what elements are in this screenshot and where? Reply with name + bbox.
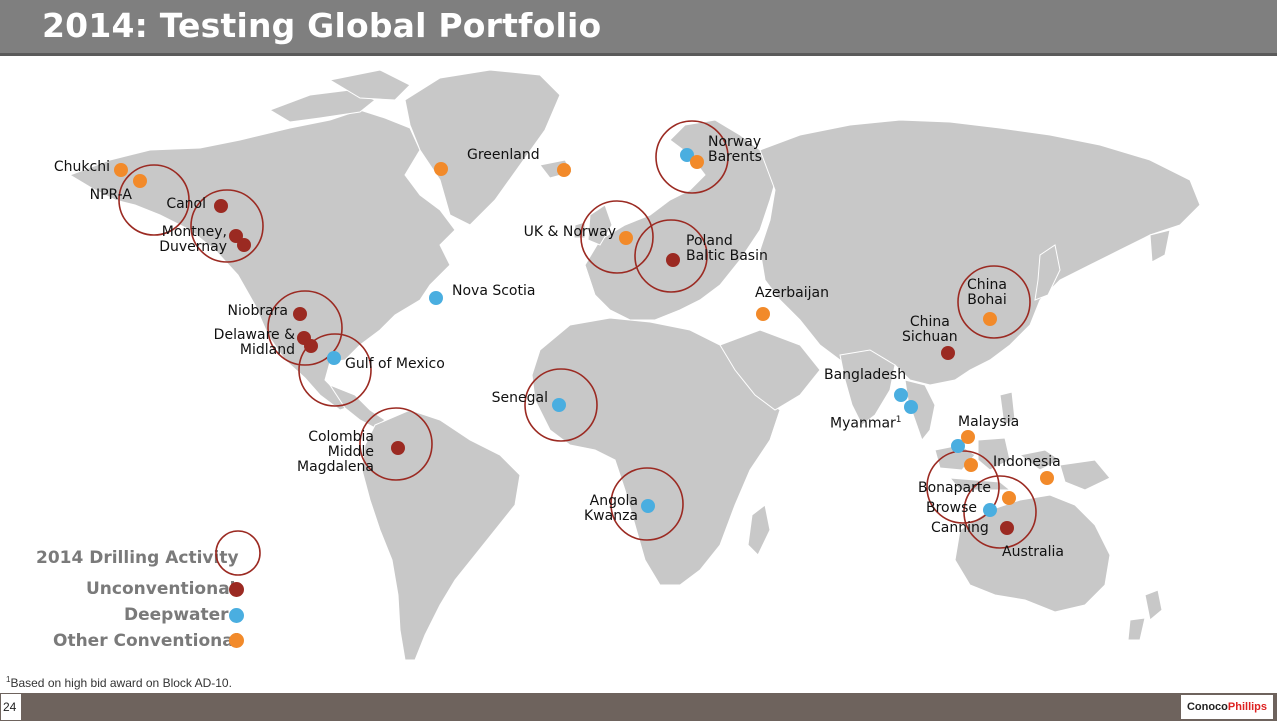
marker-greenland-w [434, 162, 448, 176]
activity-circle-niobrara [267, 290, 343, 366]
label-bangladesh: Bangladesh [824, 367, 907, 383]
activity-circles [118, 120, 1037, 549]
label-indonesia: Indonesia [993, 454, 1061, 470]
legend-deepwater-dot [229, 608, 244, 623]
marker-china-bohai [983, 312, 997, 326]
site-markers [114, 148, 1054, 535]
label-gulf: Gulf of Mexico [345, 356, 445, 372]
activity-circle-alaska [118, 164, 190, 236]
label-canning: Canning [931, 520, 989, 536]
label-poland: Poland Baltic Basin [686, 233, 768, 264]
legend-unconventional-dot [229, 582, 244, 597]
activity-circle-poland [634, 219, 708, 293]
activity-circle-barents [655, 120, 729, 194]
title-bar: 2014: Testing Global Portfolio [0, 0, 1277, 56]
footnote: 1Based on high bid award on Block AD-10. [6, 675, 232, 690]
page-number: 24 [0, 693, 22, 721]
marker-duvernay [237, 238, 251, 252]
africa-landmass [531, 317, 781, 586]
arctic-islands-landmass [268, 89, 376, 123]
world-map [68, 69, 1201, 661]
marker-uk-norway [619, 231, 633, 245]
label-australia: Australia [1002, 544, 1064, 560]
label-senegal: Senegal [491, 390, 548, 406]
label-chukchi: Chukchi [53, 159, 110, 175]
asia-landmass [759, 119, 1201, 386]
logo-text-b: Phillips [1227, 701, 1268, 713]
south-america-landmass [361, 409, 521, 661]
label-myanmar: Myanmar1 [830, 413, 902, 432]
marker-bonaparte [1002, 491, 1016, 505]
marker-myanmar [904, 400, 918, 414]
marker-npra [133, 174, 147, 188]
activity-circle-gulf [298, 333, 372, 407]
label-colombia: Colombia Middle Magdalena [297, 429, 374, 475]
marker-chukchi [114, 163, 128, 177]
legend-other-conventional-label: Other Conventional [53, 631, 240, 651]
marker-bangladesh [894, 388, 908, 402]
marker-montney [229, 229, 243, 243]
marker-midland [304, 339, 318, 353]
footer-bar: 24 ConocoPhillips [0, 693, 1277, 721]
label-npra: NPR-A [89, 187, 132, 203]
label-angola: Angola Kwanza [583, 493, 638, 524]
label-norway-barents: Norway Barents [708, 134, 762, 165]
activity-circle-bonaparte [926, 450, 1000, 524]
activity-circle-uk-norway [580, 200, 654, 274]
marker-niobrara [293, 307, 307, 321]
marker-browse [983, 503, 997, 517]
marker-china-sichuan [941, 346, 955, 360]
footnote-marker: 1 [6, 675, 11, 684]
label-china-bohai: China Bohai [967, 277, 1007, 308]
activity-circle-browse [963, 475, 1037, 549]
footnote-text: Based on high bid award on Block AD-10. [10, 676, 232, 690]
slide-title: 2014: Testing Global Portfolio [42, 6, 602, 45]
label-uk-norway: UK & Norway [523, 224, 616, 240]
australia-landmass [954, 494, 1111, 613]
activity-circle-canada [190, 189, 264, 263]
marker-norway [680, 148, 694, 162]
marker-poland [666, 253, 680, 267]
marker-malaysia [961, 430, 975, 444]
marker-angola [641, 499, 655, 513]
label-myanmar-text: Myanmar [830, 415, 896, 432]
activity-circle-senegal [524, 368, 598, 442]
marker-malaysia-2 [964, 458, 978, 472]
legend-deepwater-label: Deepwater [124, 605, 229, 625]
label-niobrara: Niobrara [227, 303, 288, 319]
legend-unconventional-label: Unconventional [86, 579, 236, 599]
label-bonaparte: Bonaparte [918, 480, 991, 496]
label-browse: Browse [926, 500, 977, 516]
label-nova-scotia: Nova Scotia [452, 283, 536, 299]
marker-colombia [391, 441, 405, 455]
label-canol: Canol [166, 196, 206, 212]
legend-other-conventional-dot [229, 633, 244, 648]
marker-canning [1000, 521, 1014, 535]
conocophillips-logo: ConocoPhillips [1181, 695, 1273, 719]
label-delaware: Delaware & Midland [213, 327, 295, 358]
marker-senegal [552, 398, 566, 412]
marker-barents [690, 155, 704, 169]
label-azerbaijan: Azerbaijan [755, 285, 829, 301]
greenland-landmass [404, 69, 561, 226]
legend-activity-circle [215, 530, 261, 576]
marker-canol [214, 199, 228, 213]
activity-circle-colombia [359, 407, 433, 481]
footnote-ref: 1 [895, 415, 902, 425]
marker-azerbaijan [756, 307, 770, 321]
activity-circle-angola [610, 467, 684, 541]
marker-nova-scotia [429, 291, 443, 305]
marker-malaysia-deep [951, 439, 965, 453]
logo-text-a: Conoco [1186, 701, 1228, 713]
label-montney: Montney, Duvernay [159, 224, 227, 255]
legend-activity-label: 2014 Drilling Activity [36, 548, 239, 568]
activity-circle-china-bohai [957, 265, 1031, 339]
marker-gulf [327, 351, 341, 365]
label-malaysia: Malaysia [958, 414, 1020, 430]
label-greenland: Greenland [467, 147, 540, 163]
marker-greenland-e [557, 163, 571, 177]
marker-indonesia [1040, 471, 1054, 485]
label-china-sichuan: China Sichuan [902, 314, 958, 345]
